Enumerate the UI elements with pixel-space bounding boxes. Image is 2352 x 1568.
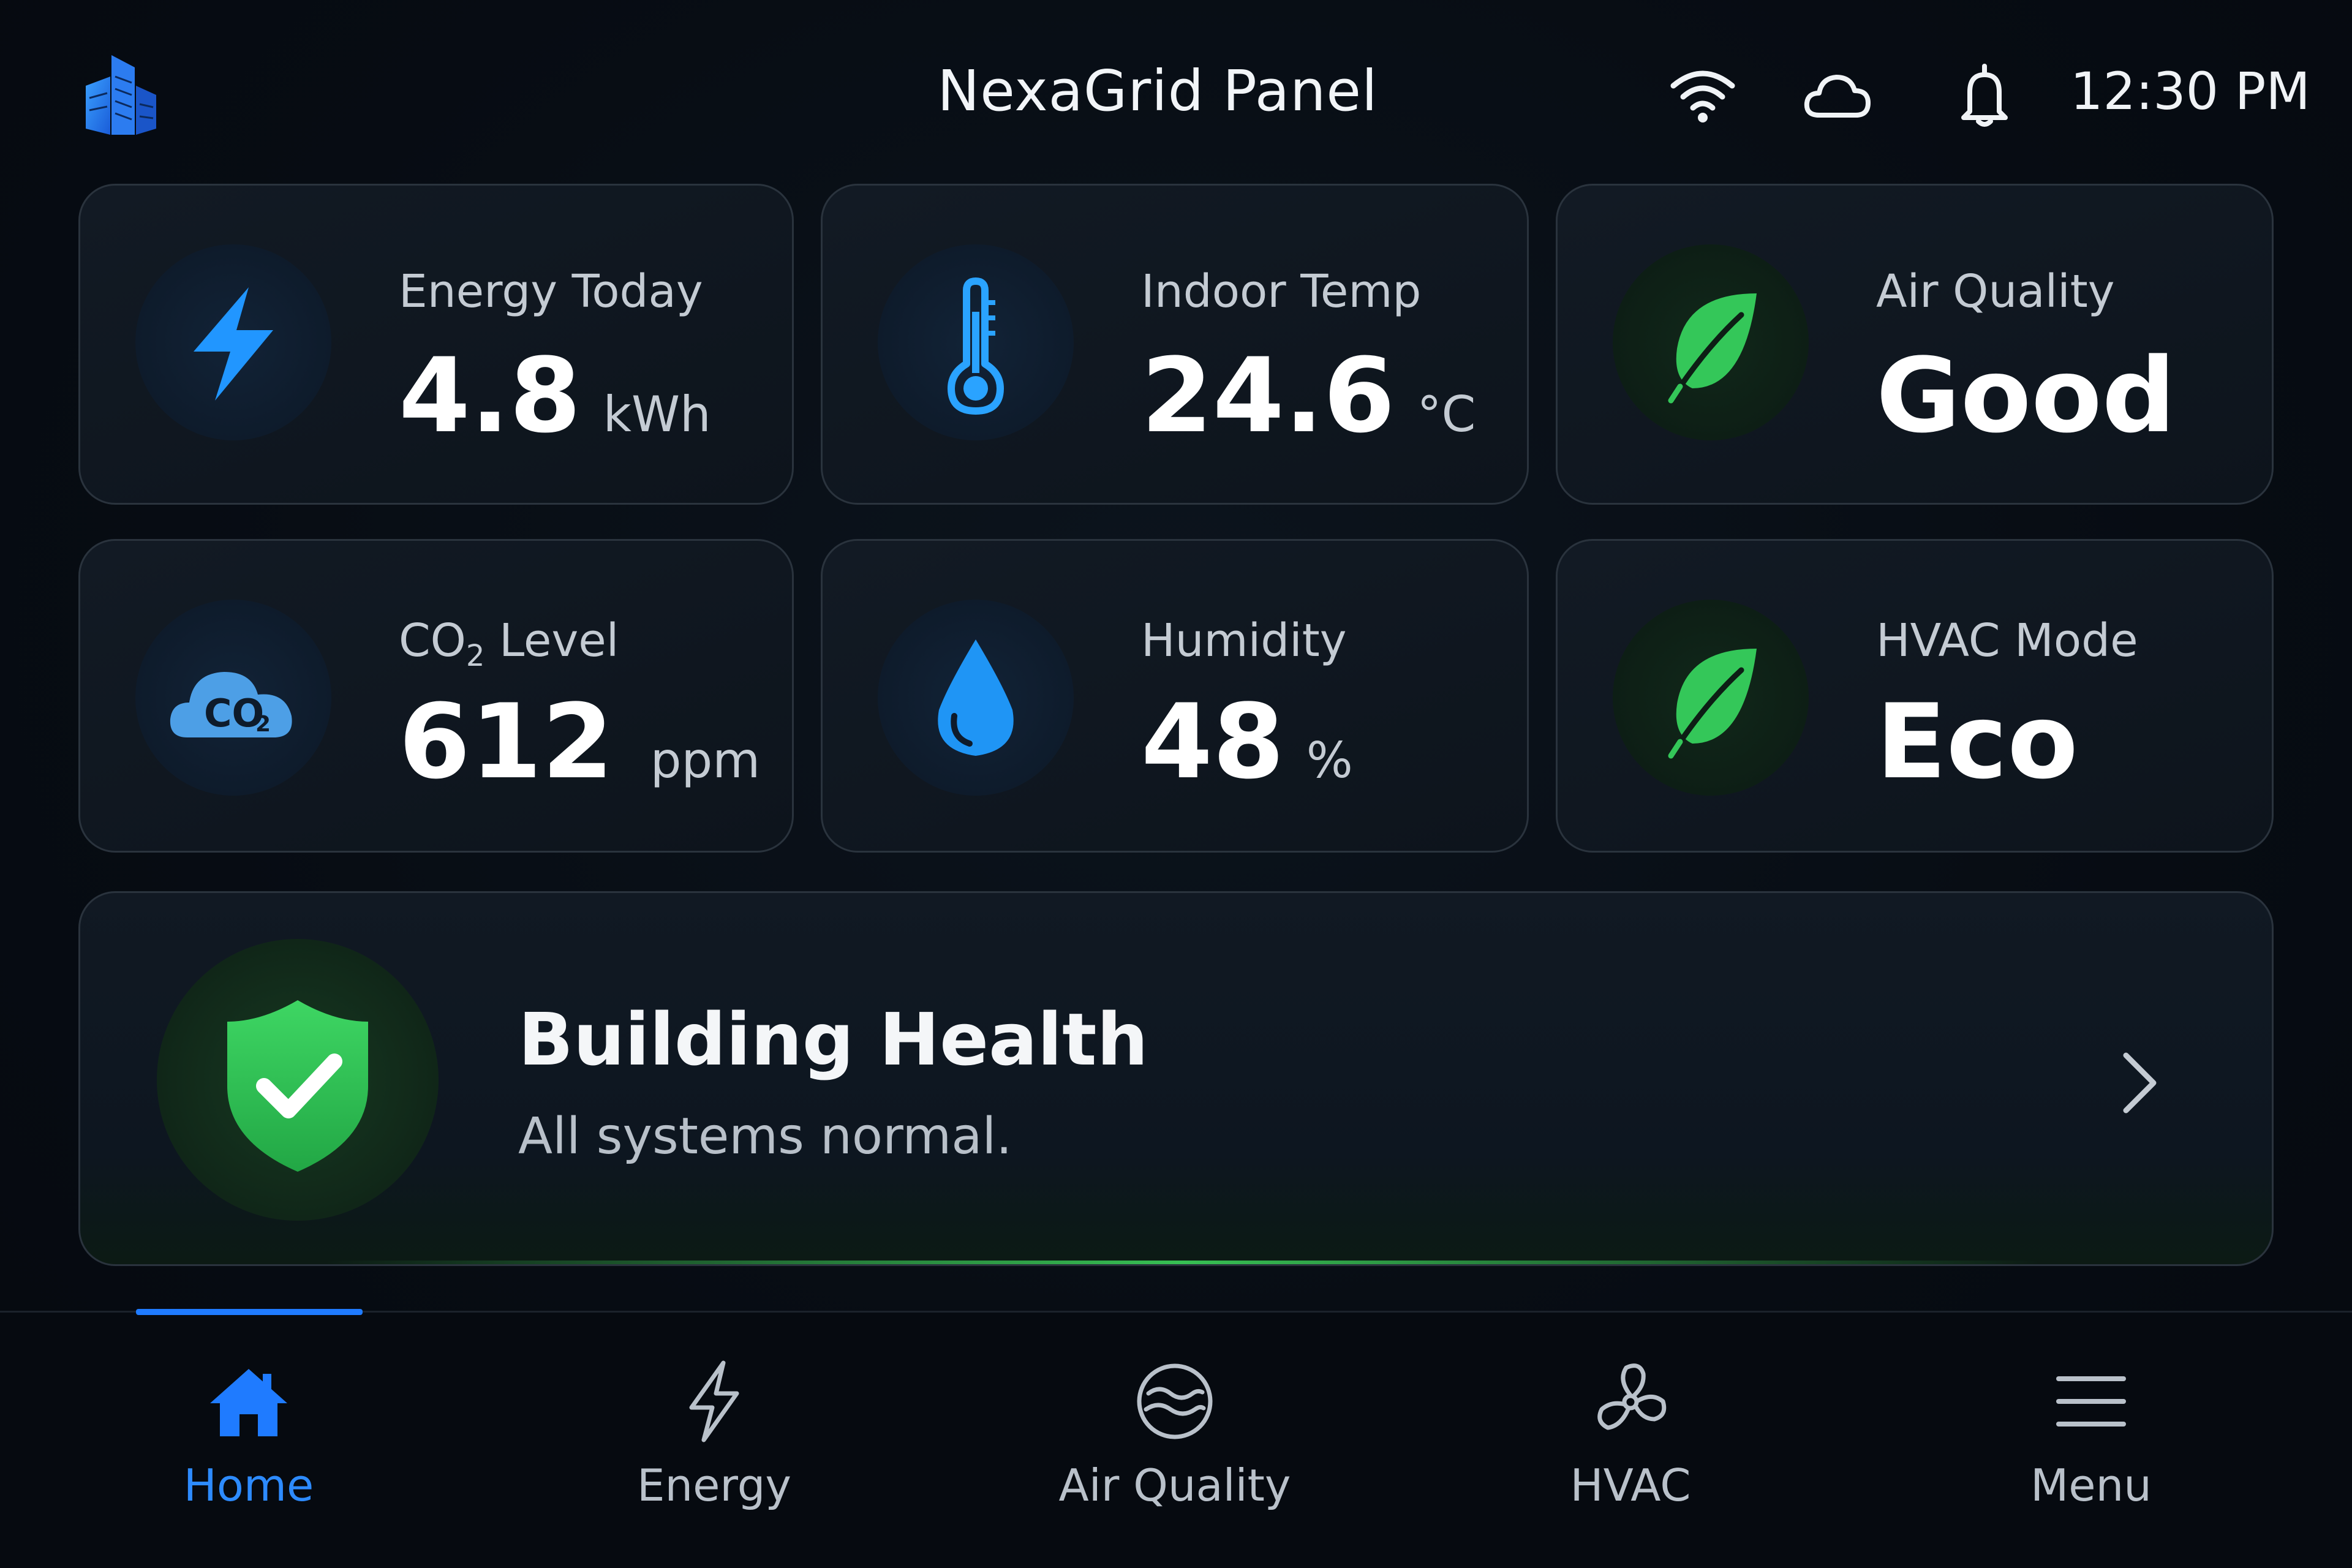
nav-label-hvac: HVAC bbox=[1570, 1460, 1691, 1511]
nav-label-menu: Menu bbox=[2030, 1460, 2152, 1511]
leaf-icon bbox=[1668, 649, 1757, 759]
energy-unit: kWh bbox=[603, 386, 711, 443]
humidity-value-row: 48% bbox=[1141, 682, 1353, 802]
energy-value-row: 4.8 kWh bbox=[399, 336, 711, 456]
nav-item-menu[interactable]: Menu bbox=[1956, 1355, 2226, 1539]
fan-icon bbox=[1597, 1363, 1667, 1430]
page-title: NexaGrid Panel bbox=[937, 58, 1378, 124]
co2-value-row: 612 ppm bbox=[399, 682, 760, 802]
temp-value-row: 24.6 °C bbox=[1141, 336, 1476, 456]
chevron-right-icon[interactable] bbox=[2108, 1046, 2169, 1120]
hvac-value-row: Eco bbox=[1876, 682, 2078, 802]
humidity-card[interactable]: Humidity 48% bbox=[821, 539, 1529, 853]
air-icon-badge bbox=[1613, 244, 1809, 440]
home-icon bbox=[210, 1369, 287, 1436]
humidity-label: Humidity bbox=[1141, 614, 1347, 667]
temp-icon-badge bbox=[878, 244, 1074, 440]
lightning-outline-icon bbox=[689, 1360, 739, 1442]
co2-label-main: CO bbox=[399, 614, 466, 667]
nav-label-home: Home bbox=[183, 1460, 314, 1511]
co2-label: CO2 Level bbox=[399, 614, 619, 673]
nav-item-home[interactable]: Home bbox=[114, 1355, 383, 1539]
co2-level-card[interactable]: CO 2 CO2 Level 612 ppm bbox=[78, 539, 794, 853]
nav-item-energy[interactable]: Energy bbox=[579, 1355, 849, 1539]
leaf-icon bbox=[1668, 293, 1757, 404]
hamburger-icon bbox=[2056, 1376, 2126, 1427]
bottom-nav: Home Energy Air Quality bbox=[0, 1309, 2352, 1568]
header: NexaGrid Panel 12:30 PM bbox=[0, 0, 2352, 184]
energy-value: 4.8 bbox=[399, 336, 581, 456]
energy-icon-badge bbox=[135, 244, 331, 440]
water-drop-icon bbox=[938, 639, 1014, 756]
co2-icon-sub: 2 bbox=[255, 712, 271, 737]
shield-check-icon bbox=[227, 1000, 368, 1172]
nav-label-energy: Energy bbox=[636, 1460, 792, 1511]
nav-item-air-quality[interactable]: Air Quality bbox=[1040, 1355, 1310, 1539]
health-title: Building Health bbox=[518, 997, 1148, 1082]
temp-value: 24.6 bbox=[1141, 336, 1395, 456]
temp-label: Indoor Temp bbox=[1141, 265, 1422, 318]
humidity-unit: % bbox=[1306, 732, 1353, 789]
co2-cloud-icon: CO 2 bbox=[170, 672, 292, 737]
energy-label: Energy Today bbox=[399, 265, 703, 318]
health-glow-line bbox=[325, 1261, 2040, 1264]
energy-today-card[interactable]: Energy Today 4.8 kWh bbox=[78, 184, 794, 505]
cloud-icon[interactable] bbox=[1801, 61, 1874, 129]
humidity-value: 48 bbox=[1141, 682, 1284, 802]
air-wave-icon bbox=[1137, 1363, 1213, 1439]
lightning-icon bbox=[194, 287, 273, 401]
health-subtitle: All systems normal. bbox=[518, 1107, 1012, 1166]
co2-label-sub: 2 bbox=[466, 638, 485, 673]
thermometer-icon bbox=[948, 277, 1004, 415]
co2-value: 612 bbox=[399, 682, 614, 802]
air-quality-card[interactable]: Air Quality Good bbox=[1556, 184, 2274, 505]
clock-time: 12:30 PM bbox=[2070, 61, 2310, 121]
air-label: Air Quality bbox=[1876, 265, 2115, 318]
co2-unit: ppm bbox=[650, 732, 761, 789]
nav-label-air-quality: Air Quality bbox=[1058, 1460, 1291, 1511]
air-value-row: Good bbox=[1876, 336, 2176, 456]
hvac-value: Eco bbox=[1876, 682, 2078, 802]
wifi-icon[interactable] bbox=[1666, 61, 1740, 129]
nav-item-hvac[interactable]: HVAC bbox=[1496, 1355, 1765, 1539]
co2-icon-text: CO bbox=[204, 691, 264, 736]
temp-unit: °C bbox=[1417, 386, 1476, 443]
building-health-card[interactable]: Building Health All systems normal. bbox=[78, 891, 2274, 1266]
co2-label-rest: Level bbox=[484, 614, 619, 667]
hvac-icon-badge bbox=[1613, 600, 1809, 796]
hvac-label: HVAC Mode bbox=[1876, 614, 2138, 667]
health-icon-badge bbox=[157, 939, 439, 1221]
humidity-icon-badge bbox=[878, 600, 1074, 796]
nav-active-indicator bbox=[136, 1309, 363, 1315]
co2-icon-badge: CO 2 bbox=[135, 600, 331, 796]
bell-icon[interactable] bbox=[1948, 61, 2021, 129]
hvac-mode-card[interactable]: HVAC Mode Eco bbox=[1556, 539, 2274, 853]
indoor-temp-card[interactable]: Indoor Temp 24.6 °C bbox=[821, 184, 1529, 505]
building-logo-icon bbox=[86, 55, 156, 135]
air-value: Good bbox=[1876, 336, 2176, 456]
